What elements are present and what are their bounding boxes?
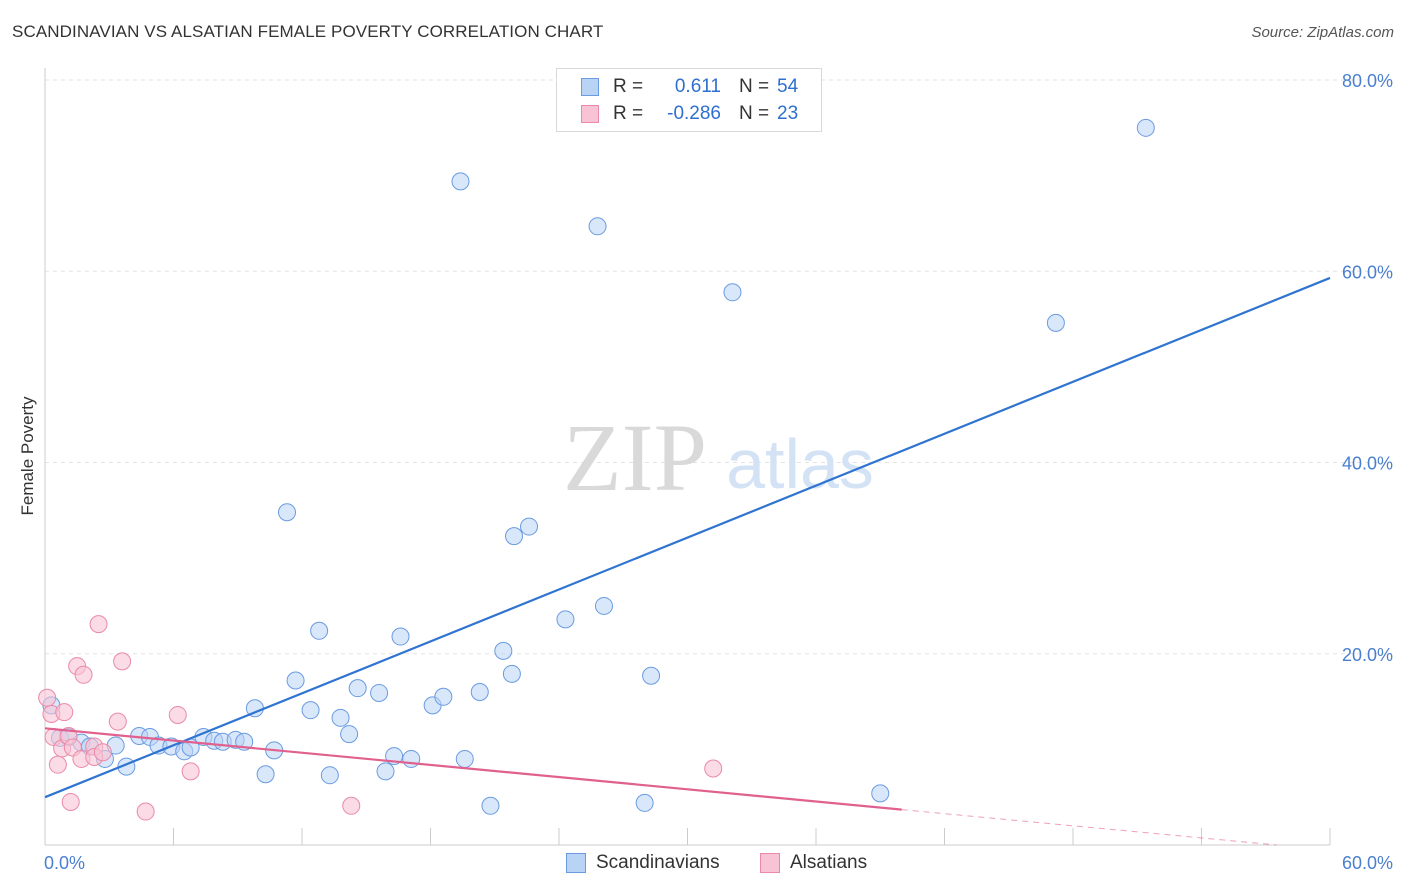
legend-swatch-pink	[760, 853, 780, 873]
data-point-scandinavian	[310, 621, 329, 640]
legend-n-value: 23	[777, 103, 799, 124]
data-point-scandinavian	[331, 708, 350, 727]
x-tick-label: 60.0%	[1342, 853, 1393, 873]
data-point-scandinavian	[391, 627, 410, 646]
data-point-scandinavian	[370, 683, 389, 702]
legend-n-label: N =	[739, 103, 770, 124]
legend-label-scandinavians: Scandinavians	[596, 852, 720, 873]
data-point-scandinavian	[502, 664, 521, 683]
legend-item-alsatians[interactable]: Alsatians	[760, 852, 867, 874]
data-point-scandinavian	[494, 641, 513, 660]
legend-row-scandinavians: R = 0.611 N = 54	[581, 75, 798, 99]
trend-lines	[44, 276, 1331, 846]
watermark-atlas: atlas	[726, 425, 874, 503]
data-point-scandinavian	[505, 527, 524, 546]
data-point-alsatian	[342, 796, 361, 815]
tick-labels: 20.0% 40.0% 60.0% 80.0% 0.0% 60.0%	[44, 71, 1393, 873]
legend-r-label: R =	[613, 103, 644, 124]
trend-line-alsatians-extrapolated	[901, 809, 1277, 846]
legend-label-alsatians: Alsatians	[790, 852, 868, 873]
data-point-scandinavian	[481, 796, 500, 815]
y-tick-label: 20.0%	[1342, 645, 1393, 665]
legend-n-label: N =	[739, 76, 770, 97]
data-point-alsatian	[55, 703, 74, 722]
trend-line-alsatians	[44, 727, 902, 811]
watermark: ZIP atlas	[563, 404, 874, 511]
x-tick-label: 0.0%	[44, 853, 85, 873]
legend-row-alsatians: R = -0.286 N = 23	[581, 102, 798, 126]
data-point-scandinavian	[594, 596, 613, 615]
data-point-scandinavian	[588, 217, 607, 236]
data-point-alsatian	[136, 802, 155, 821]
grid-lines	[45, 79, 1392, 655]
trend-line-scandinavians	[44, 276, 1331, 799]
data-point-scandinavian	[520, 517, 539, 536]
data-point-scandinavian	[455, 749, 474, 768]
data-point-scandinavian	[434, 687, 453, 706]
legend-r-label: R =	[613, 76, 644, 97]
data-point-scandinavian	[286, 671, 305, 690]
data-point-scandinavian	[451, 172, 470, 191]
series-legend: Scandinavians Alsatians	[0, 852, 1406, 876]
data-point-alsatian	[113, 652, 132, 671]
data-point-scandinavian	[470, 683, 489, 701]
data-point-alsatian	[89, 615, 108, 634]
y-axis-label: Female Poverty	[18, 396, 37, 516]
data-point-scandinavian	[635, 793, 654, 812]
data-point-scandinavian	[278, 503, 297, 522]
data-point-scandinavian	[376, 762, 395, 781]
data-point-alsatian	[704, 759, 723, 778]
data-point-alsatian	[181, 762, 200, 781]
legend-swatch-blue	[566, 853, 586, 873]
watermark-zip: ZIP	[563, 404, 707, 511]
legend-swatch-pink	[581, 105, 599, 123]
legend-item-scandinavians[interactable]: Scandinavians	[566, 852, 720, 874]
data-point-alsatian	[168, 705, 187, 724]
data-point-alsatian	[61, 792, 80, 811]
data-point-scandinavian	[642, 666, 661, 685]
data-point-scandinavian	[340, 725, 359, 744]
legend-r-value: -0.286	[667, 103, 721, 124]
data-point-scandinavian	[1046, 313, 1065, 332]
data-point-scandinavian	[301, 701, 320, 720]
stats-legend: R = 0.611 N = 54 R = -0.286 N = 23	[556, 68, 822, 132]
y-tick-label: 80.0%	[1342, 71, 1393, 91]
data-point-scandinavian	[723, 283, 742, 302]
y-tick-label: 40.0%	[1342, 454, 1393, 474]
data-point-scandinavian	[348, 679, 367, 698]
alsatian-points	[38, 615, 723, 821]
source-label: Source: ZipAtlas.com	[1251, 24, 1394, 41]
data-point-scandinavian	[320, 766, 339, 785]
chart-title: SCANDINAVIAN VS ALSATIAN FEMALE POVERTY …	[12, 22, 604, 41]
legend-swatch-blue	[581, 78, 599, 96]
data-point-alsatian	[74, 665, 93, 684]
data-point-alsatian	[93, 743, 112, 762]
data-point-alsatian	[48, 755, 67, 774]
legend-r-value: 0.611	[674, 76, 721, 97]
data-point-alsatian	[108, 712, 127, 731]
data-point-scandinavian	[1136, 118, 1155, 137]
data-point-scandinavian	[256, 765, 275, 784]
legend-n-value: 54	[777, 76, 799, 97]
data-point-scandinavian	[556, 610, 575, 629]
y-tick-label: 60.0%	[1342, 262, 1393, 282]
data-point-scandinavian	[871, 784, 890, 803]
data-point-scandinavian	[402, 749, 421, 768]
data-point-alsatian	[38, 688, 57, 707]
